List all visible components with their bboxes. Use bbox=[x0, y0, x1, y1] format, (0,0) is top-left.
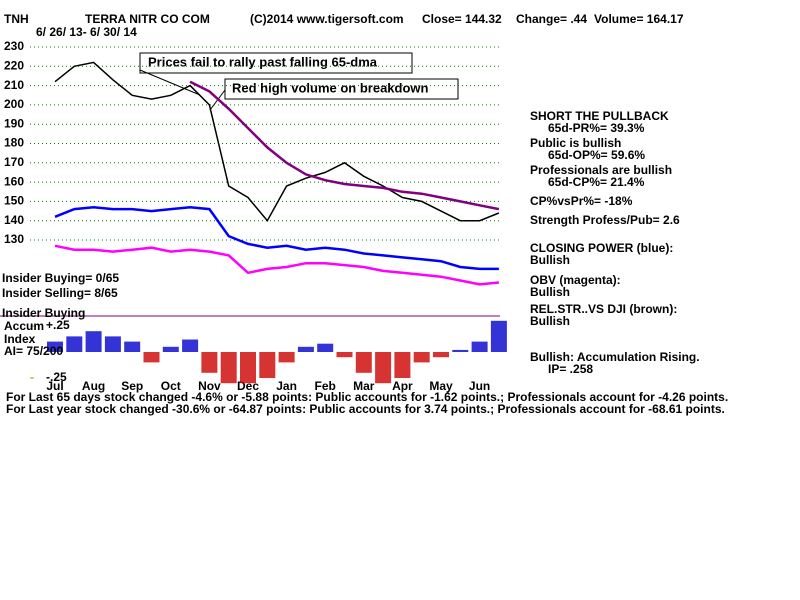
left-text: Insider Buying bbox=[2, 306, 85, 320]
right-text: Bullish bbox=[530, 253, 570, 267]
x-tick-label: Oct bbox=[161, 379, 181, 393]
accum-bar bbox=[490, 320, 507, 352]
y-tick-label: 170 bbox=[4, 155, 24, 169]
y-tick-label: 200 bbox=[4, 97, 24, 111]
right-text: REL.STR..VS DJI (brown): bbox=[530, 302, 677, 316]
y-tick-label: 190 bbox=[4, 116, 24, 130]
y-tick-label: 230 bbox=[4, 39, 24, 53]
accum-bar bbox=[413, 352, 430, 363]
accum-bar bbox=[104, 336, 121, 352]
accum-bar bbox=[278, 352, 295, 363]
accum-bar bbox=[162, 346, 179, 352]
left-text: Insider Buying= 0/65 bbox=[2, 271, 119, 285]
annotation-arrow bbox=[139, 69, 201, 96]
close: Close= 144.32 bbox=[422, 12, 502, 26]
accum-bar bbox=[355, 352, 372, 373]
accum-bar bbox=[240, 352, 256, 384]
left-text: Accum bbox=[4, 319, 44, 333]
x-tick-label: Apr bbox=[392, 379, 413, 393]
accum-bar bbox=[433, 352, 449, 358]
y-tick-label: 130 bbox=[4, 232, 24, 246]
accum-bar bbox=[394, 352, 411, 378]
accum-bar bbox=[259, 352, 276, 378]
x-tick-label: Nov bbox=[198, 379, 221, 393]
y-tick-label: 140 bbox=[4, 213, 24, 227]
x-tick-label: Jul bbox=[46, 379, 63, 393]
chart-title: TERRA NITR CO COM bbox=[85, 12, 210, 26]
right-text: Bullish bbox=[530, 314, 570, 328]
accum-bar bbox=[124, 341, 141, 352]
right-text: 65d-CP%= 21.4% bbox=[548, 175, 645, 189]
right-text: 65d-OP%= 59.6% bbox=[548, 148, 645, 162]
y-tick-label: 150 bbox=[4, 194, 24, 208]
volume: Volume= 164.17 bbox=[594, 12, 684, 26]
right-text: SHORT THE PULLBACK bbox=[530, 109, 669, 123]
x-tick-label: Jun bbox=[469, 379, 490, 393]
right-text: 65d-PR%= 39.3% bbox=[548, 121, 645, 135]
y-tick-label: 210 bbox=[4, 78, 24, 92]
x-tick-label: Sep bbox=[121, 379, 143, 393]
series-line bbox=[54, 244, 500, 286]
accum-tick-label: +.25 bbox=[46, 318, 70, 332]
annotation: Red high volume on breakdown bbox=[232, 80, 429, 95]
accum-bar bbox=[143, 352, 160, 363]
series-line bbox=[189, 80, 500, 211]
symbol: TNH bbox=[4, 12, 29, 26]
right-text: OBV (magenta): bbox=[530, 273, 621, 287]
accum-bar bbox=[297, 346, 314, 352]
right-text: Professionals are bullish bbox=[530, 163, 672, 177]
left-text: Index bbox=[4, 332, 36, 346]
accum-bar bbox=[47, 341, 63, 352]
series-line bbox=[54, 61, 500, 223]
accum-bar bbox=[471, 341, 488, 352]
accum-bar bbox=[182, 339, 199, 352]
right-text: Bullish bbox=[530, 285, 570, 299]
right-text: Strength Profess/Pub= 2.6 bbox=[530, 213, 680, 227]
right-text: Public is bullish bbox=[530, 136, 621, 150]
accum-bar bbox=[201, 352, 218, 373]
accum-bar bbox=[220, 352, 237, 384]
date-range: 6/ 26/ 13- 6/ 30/ 14 bbox=[36, 25, 137, 39]
right-text: CP%vsPr%= -18% bbox=[530, 194, 633, 208]
x-tick-label: Feb bbox=[315, 379, 336, 393]
y-tick-label: 160 bbox=[4, 174, 24, 188]
x-tick-label: May bbox=[429, 379, 453, 393]
accum-bar bbox=[66, 336, 83, 352]
series-line bbox=[54, 205, 499, 271]
x-tick-label: Mar bbox=[353, 379, 375, 393]
change: Change= .44 bbox=[516, 12, 587, 26]
copyright: (C)2014 www.tigersoft.com bbox=[250, 12, 404, 26]
accum-bar bbox=[317, 343, 334, 352]
right-text: IP= .258 bbox=[548, 362, 593, 376]
accum-bar bbox=[336, 352, 353, 358]
bottom-text: For Last 65 days stock changed -4.6% or … bbox=[6, 390, 728, 404]
bottom-text: For Last year stock changed -30.6% or -6… bbox=[6, 402, 725, 416]
accum-bar bbox=[452, 349, 469, 352]
annotation-box bbox=[224, 78, 459, 100]
left-text: Insider Selling= 8/65 bbox=[2, 286, 118, 300]
accum-tick-label: -.25 bbox=[46, 370, 67, 384]
x-tick-label: Jan bbox=[276, 379, 297, 393]
right-text: CLOSING POWER (blue): bbox=[530, 241, 673, 255]
accum-bar bbox=[85, 331, 102, 352]
annotation: Prices fail to rally past falling 65-dma bbox=[148, 54, 378, 69]
right-text: Bullish: Accumulation Rising. bbox=[530, 350, 700, 364]
left-text: AI= 75/200 bbox=[4, 344, 63, 358]
annotation-box bbox=[139, 52, 413, 74]
x-tick-label: Aug bbox=[82, 379, 105, 393]
accum-bar bbox=[375, 352, 392, 384]
y-tick-label: 180 bbox=[4, 136, 24, 150]
y-tick-label: 220 bbox=[4, 58, 24, 72]
